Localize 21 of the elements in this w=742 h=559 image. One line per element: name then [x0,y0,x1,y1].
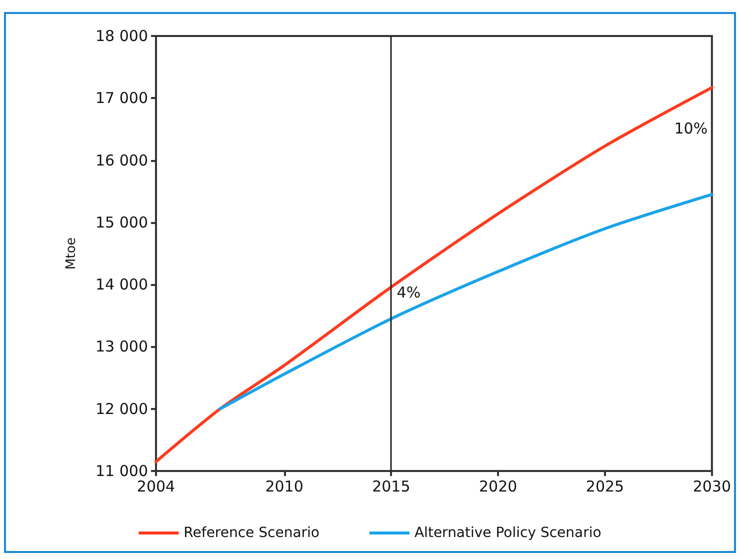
x-tick-label: 2004 [136,478,176,496]
x-tick-label: 2015 [372,478,410,496]
line-series [218,192,714,410]
y-tick-label: 12 000 [96,400,148,418]
y-tick-label: 14 000 [96,276,148,294]
annotation: 10% [674,120,708,138]
y-axis-title: Mtoe [64,237,79,270]
y-tick-label: 13 000 [96,338,148,356]
line-series [154,86,714,464]
x-tick-label: 2020 [479,478,518,496]
annotation: 4% [396,283,421,302]
x-tick-label: 2010 [265,478,304,496]
y-tick-label: 17 000 [96,89,148,108]
legend-label: Reference Scenario [184,525,320,541]
y-tick-label: 18 000 [96,27,148,45]
y-tick-label: 15 000 [96,213,148,232]
x-tick-label: 2030 [692,478,732,496]
y-tick-label: 16 000 [96,151,148,170]
x-tick-label: 2025 [586,478,624,496]
legend-label: Alternative Policy Scenario [414,525,602,541]
y-tick-label: 11 000 [96,462,148,480]
